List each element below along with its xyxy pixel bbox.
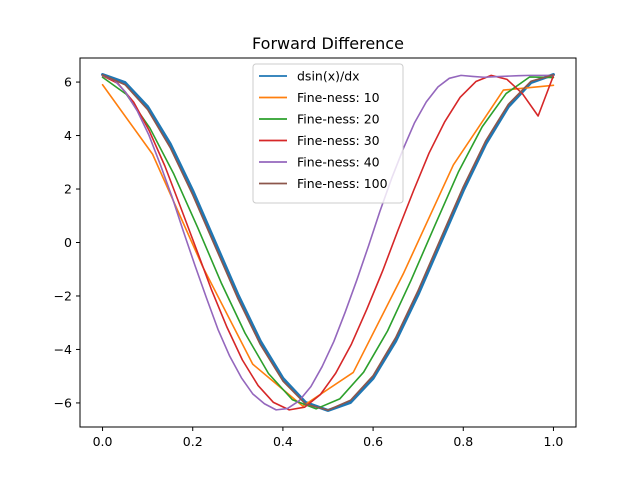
- legend-label-1: Fine-ness: 10: [297, 90, 380, 105]
- y-tick-label-2: −2: [54, 288, 72, 303]
- plot-area: [101, 73, 555, 412]
- series-line-2: [101, 76, 555, 410]
- axes-frame: [79, 57, 577, 428]
- y-tick-label-4: 2: [64, 182, 72, 197]
- legend-frame: [252, 63, 404, 204]
- series-line-5: [101, 74, 555, 411]
- series-line-3: [101, 74, 555, 411]
- y-axis: −6 −4 −2 0 2 4 6: [54, 75, 80, 410]
- x-tick-label-0: 0.0: [93, 434, 113, 449]
- legend-label-3: Fine-ness: 30: [297, 133, 380, 148]
- legend-label-0: dsin(x)/dx: [297, 69, 360, 84]
- legend-label-2: Fine-ness: 20: [297, 112, 380, 127]
- y-tick-label-0: −6: [54, 395, 72, 410]
- x-tick-label-5: 1.0: [544, 434, 564, 449]
- x-tick-label-3: 0.6: [363, 434, 383, 449]
- x-tick-label-2: 0.4: [273, 434, 293, 449]
- x-axis: 0.0 0.2 0.4 0.6 0.8 1.0: [93, 427, 564, 449]
- legend-label-5: Fine-ness: 100: [297, 176, 388, 191]
- legend-label-4: Fine-ness: 40: [297, 155, 380, 170]
- y-tick-label-6: 6: [64, 75, 72, 90]
- series-line-4: [101, 74, 555, 411]
- y-tick-label-5: 4: [64, 128, 72, 143]
- chart-title: Forward Difference: [252, 34, 404, 53]
- legend: dsin(x)/dx Fine-ness: 10 Fine-ness: 20 Fine…: [252, 63, 404, 204]
- y-tick-label-3: 0: [64, 235, 72, 250]
- series-line-1: [101, 83, 555, 407]
- x-tick-label-4: 0.8: [453, 434, 473, 449]
- y-tick-label-1: −4: [54, 342, 72, 357]
- x-tick-label-1: 0.2: [183, 434, 203, 449]
